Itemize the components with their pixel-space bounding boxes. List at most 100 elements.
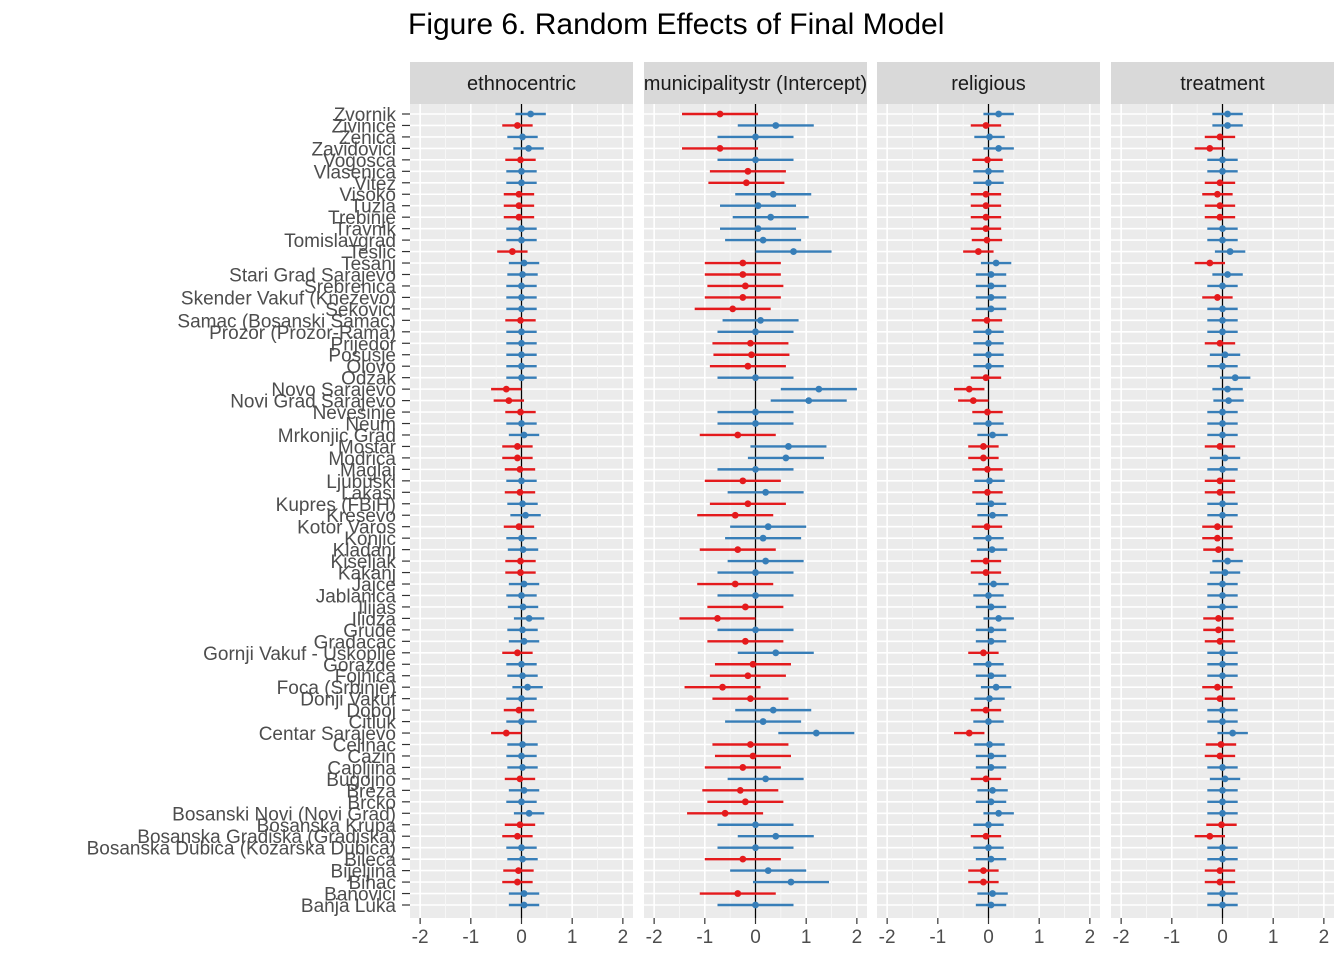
data-point [752, 133, 759, 141]
data-point [752, 901, 759, 909]
data-point [1215, 626, 1222, 634]
data-point [1216, 752, 1224, 760]
data-point [741, 603, 749, 611]
data-point [744, 167, 752, 175]
x-tick-label: -2 [1113, 927, 1130, 948]
data-point [982, 775, 990, 783]
data-point [986, 477, 993, 485]
data-point [742, 179, 750, 187]
data-point [1221, 775, 1229, 783]
data-point [987, 798, 995, 806]
y-tick-label: Stari Grad Sarajevo [229, 265, 396, 286]
data-point [752, 844, 759, 852]
y-tick-label: Ilidza [352, 609, 397, 630]
data-point [987, 637, 995, 645]
data-point [518, 695, 525, 703]
data-point [1216, 637, 1224, 645]
data-point [772, 649, 780, 657]
facet-strip [410, 62, 633, 104]
x-tick-label: 2 [1085, 927, 1096, 948]
data-point [518, 282, 525, 290]
data-point [739, 271, 747, 278]
data-point [1219, 706, 1226, 714]
y-tick-label: Novi Grad Sarajevo [230, 392, 396, 413]
y-tick-label: Samac (Bosanski Samac) [177, 311, 396, 332]
y-tick-label: Kotor Varos [297, 518, 396, 539]
data-point [1216, 867, 1224, 875]
x-tick-label: -2 [879, 927, 896, 948]
data-point [767, 213, 775, 221]
data-point [752, 592, 759, 599]
data-point [982, 557, 990, 565]
data-point [747, 741, 754, 748]
data-point [1206, 832, 1214, 840]
facet-strip [644, 62, 867, 104]
data-point [987, 855, 995, 863]
data-point [980, 443, 987, 450]
data-point [759, 534, 767, 542]
data-point [980, 878, 987, 886]
y-tick-label: Bileca [344, 850, 396, 871]
data-point [985, 351, 992, 359]
data-point [984, 488, 991, 496]
data-point [1214, 190, 1221, 198]
data-point [1219, 420, 1226, 427]
data-point [739, 855, 747, 863]
data-point [1216, 488, 1224, 496]
data-point [987, 764, 995, 771]
data-point [985, 362, 992, 370]
y-tick-label: Ljubuski [326, 472, 396, 493]
data-point [987, 294, 995, 301]
data-point [985, 592, 992, 599]
data-point [995, 110, 1003, 118]
data-point [1219, 592, 1226, 599]
data-point [769, 706, 777, 714]
y-tick-label: Zavidovici [312, 139, 396, 160]
data-point [772, 122, 780, 129]
data-point [1219, 500, 1226, 508]
data-point [716, 144, 724, 152]
data-point [752, 408, 759, 416]
data-point [987, 282, 995, 290]
y-tick-label: Konjic [344, 529, 396, 550]
data-point [757, 316, 764, 324]
data-point [1216, 339, 1224, 347]
data-point [518, 592, 525, 599]
data-point [518, 362, 525, 370]
data-point [739, 764, 747, 771]
data-point [731, 580, 739, 588]
data-point [1219, 660, 1226, 668]
data-point [1218, 821, 1225, 829]
data-point [1214, 534, 1221, 542]
data-point [1214, 294, 1221, 301]
data-point [514, 878, 521, 886]
y-tick-label: Bosanski Novi (Novi Grad) [172, 804, 396, 825]
y-tick-label: Teslic [348, 243, 396, 264]
data-point [995, 809, 1003, 817]
y-tick-label: Nevesinje [313, 403, 396, 424]
y-tick-label: Capljina [327, 758, 396, 779]
data-point [1216, 213, 1224, 221]
data-point [815, 385, 823, 393]
data-point [1225, 397, 1232, 404]
data-point [1224, 271, 1231, 278]
data-point [518, 294, 525, 301]
data-point [986, 133, 993, 141]
data-point [769, 190, 777, 198]
data-point [982, 569, 990, 576]
data-point [984, 465, 991, 473]
facet-panel-religious: religious -2 -1 0 1 2 [877, 62, 1100, 948]
y-tick-label: Vogosca [323, 151, 396, 172]
facet-panel-municipalitystr-intercept-: municipalitystr (Intercept) -2 -1 0 1 2 [644, 62, 867, 948]
data-point [988, 546, 996, 554]
data-point [987, 603, 995, 611]
data-point [518, 798, 525, 806]
data-point [519, 133, 526, 141]
data-point [517, 408, 524, 416]
data-point [752, 626, 759, 634]
data-point [985, 179, 992, 187]
data-point [527, 110, 535, 118]
y-tick-label: Prijedor [331, 334, 397, 355]
data-point [980, 649, 987, 657]
